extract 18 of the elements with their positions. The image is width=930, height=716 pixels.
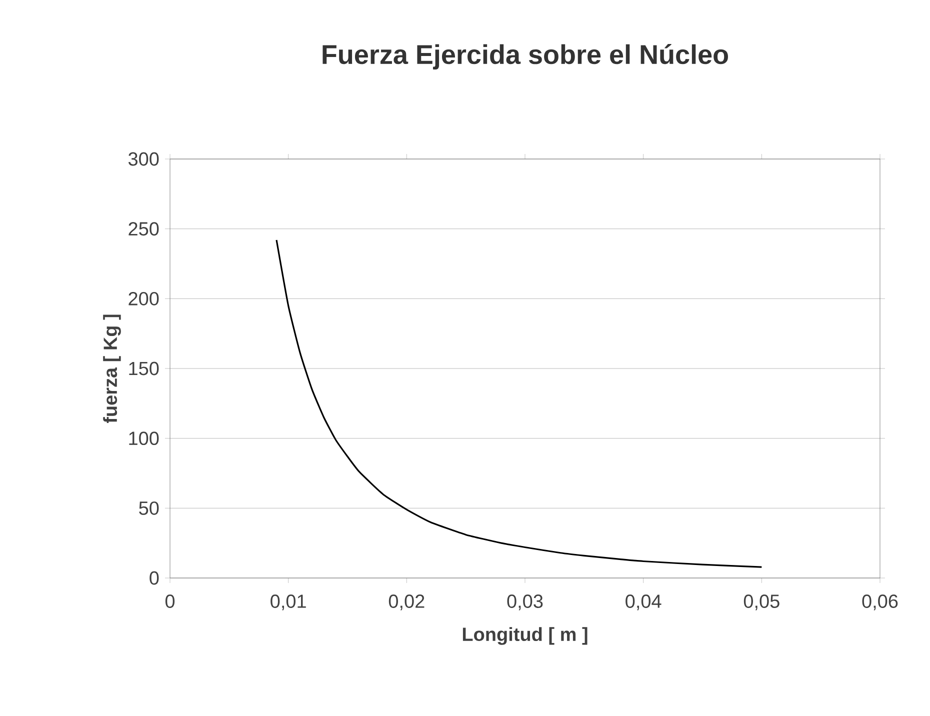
y-tick-label: 150 [129,362,159,376]
y-tick-label: 200 [128,292,159,306]
x-tick-label: 0,03 [507,594,543,610]
y-tick-label: 300 [128,152,159,166]
y-axis-title: fuerza [ Kg ] [103,314,121,424]
x-tick-label: 0,04 [626,594,662,610]
x-tick-label: 0 [165,594,175,608]
y-tick-label: 0 [150,571,159,585]
chart-title: Fuerza Ejercida sobre el Núcleo [322,44,728,70]
x-tick-label: 0,01 [270,594,306,610]
x-axis-title: Longitud [ m ] [462,627,588,645]
y-tick-label: 50 [139,501,159,515]
line-series [276,239,762,568]
y-tick-label: 100 [129,432,159,446]
x-tick-label: 0,02 [388,594,424,610]
y-tick-label: 250 [128,222,159,236]
x-tick-label: 0,06 [862,594,898,610]
x-tick-label: 0,05 [744,594,780,610]
